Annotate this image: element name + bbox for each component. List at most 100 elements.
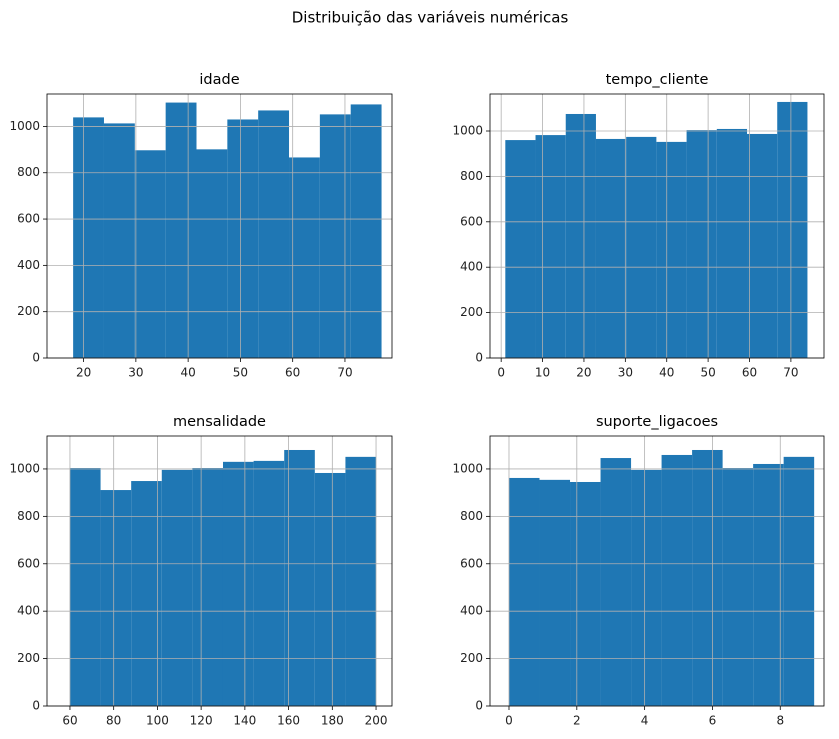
bar	[539, 479, 571, 706]
bar	[753, 463, 784, 706]
y-tick-label: 1000	[452, 461, 483, 475]
bar	[103, 123, 135, 359]
y-tick-label: 400	[17, 604, 40, 618]
bar	[73, 117, 104, 359]
subplot-title: idade	[199, 72, 239, 88]
x-tick-label: 6	[709, 714, 717, 728]
y-tick-label: 1000	[9, 461, 40, 475]
y-tick-label: 600	[17, 212, 40, 226]
y-tick-label: 1000	[9, 119, 40, 133]
x-tick-label: 8	[776, 714, 784, 728]
bar	[747, 133, 778, 358]
x-tick-label: 80	[106, 714, 121, 728]
x-tick-label: 10	[535, 366, 550, 380]
figure-title: Distribuição das variáveis numéricas	[292, 9, 569, 27]
y-tick-label: 800	[460, 509, 483, 523]
bar	[196, 149, 228, 358]
bar	[565, 113, 596, 358]
x-tick-label: 50	[233, 366, 248, 380]
bar	[319, 114, 351, 359]
x-tick-label: 60	[285, 366, 300, 380]
bar	[131, 481, 162, 706]
y-tick-label: 400	[460, 260, 483, 274]
y-tick-label: 200	[460, 651, 483, 665]
y-tick-label: 200	[17, 304, 40, 318]
y-tick-label: 0	[32, 699, 40, 713]
subplot-title: mensalidade	[173, 414, 266, 430]
bar	[535, 135, 566, 358]
x-tick-label: 40	[659, 366, 674, 380]
bar	[783, 456, 815, 706]
bar	[161, 469, 193, 706]
x-tick-label: 140	[233, 714, 256, 728]
x-tick-label: 100	[146, 714, 169, 728]
bar	[600, 458, 632, 706]
bar	[716, 128, 748, 358]
x-tick-label: 20	[76, 366, 91, 380]
x-tick-label: 20	[576, 366, 591, 380]
bar	[165, 102, 197, 358]
x-tick-label: 50	[700, 366, 715, 380]
bar	[595, 138, 627, 358]
x-tick-label: 2	[573, 714, 581, 728]
bar	[661, 454, 693, 706]
axes-frame	[489, 93, 825, 359]
y-tick-label: 0	[475, 351, 483, 365]
x-tick-label: 60	[62, 714, 77, 728]
x-tick-label: 30	[128, 366, 143, 380]
y-tick-label: 800	[460, 169, 483, 183]
x-tick-label: 120	[190, 714, 213, 728]
bar	[722, 468, 754, 706]
bar	[69, 468, 101, 706]
y-tick-label: 1000	[452, 124, 483, 138]
bar	[350, 104, 382, 358]
bar	[345, 456, 377, 706]
y-tick-label: 400	[17, 258, 40, 272]
bar	[222, 461, 254, 706]
bar	[570, 481, 601, 706]
bar	[100, 490, 132, 706]
axes-frame	[46, 93, 393, 359]
bar	[508, 477, 540, 706]
bar	[192, 468, 223, 706]
axes-frame	[46, 435, 393, 707]
x-tick-label: 30	[618, 366, 633, 380]
x-tick-label: 70	[337, 366, 352, 380]
y-tick-label: 800	[17, 509, 40, 523]
bar	[289, 157, 320, 358]
bar	[284, 449, 315, 706]
bar	[686, 130, 717, 358]
subplot-title: suporte_ligacoes	[596, 414, 718, 430]
y-tick-label: 400	[460, 604, 483, 618]
y-tick-label: 600	[17, 556, 40, 570]
y-tick-label: 600	[460, 214, 483, 228]
y-tick-label: 0	[475, 699, 483, 713]
bar	[626, 136, 657, 358]
axes-frame	[489, 435, 825, 707]
x-tick-label: 200	[365, 714, 388, 728]
x-tick-label: 70	[783, 366, 798, 380]
bar	[692, 449, 723, 706]
x-tick-label: 40	[180, 366, 195, 380]
y-tick-label: 800	[17, 165, 40, 179]
x-tick-label: 60	[742, 366, 757, 380]
y-tick-label: 600	[460, 556, 483, 570]
y-tick-label: 0	[32, 351, 40, 365]
bar	[253, 460, 285, 706]
bar	[656, 141, 687, 358]
bar	[134, 150, 166, 358]
bar	[631, 469, 662, 706]
y-tick-label: 200	[17, 651, 40, 665]
x-tick-label: 160	[277, 714, 300, 728]
y-tick-label: 200	[460, 305, 483, 319]
subplot-title: tempo_cliente	[606, 72, 709, 88]
bar	[258, 110, 290, 358]
bar	[227, 119, 259, 358]
bar	[314, 472, 346, 706]
bar	[777, 101, 808, 358]
x-tick-label: 0	[505, 714, 513, 728]
x-tick-label: 0	[497, 366, 505, 380]
x-tick-label: 4	[641, 714, 649, 728]
x-tick-label: 180	[321, 714, 344, 728]
